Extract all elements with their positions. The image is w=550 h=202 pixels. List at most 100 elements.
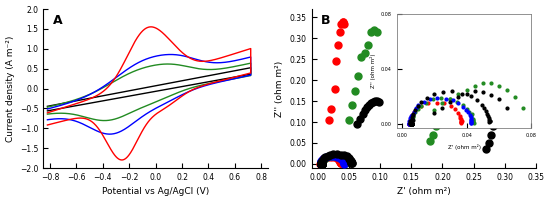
- Point: [372, 99, 381, 103]
- Point: [316, 162, 325, 165]
- Point: [337, 22, 346, 25]
- Point: [317, 162, 326, 165]
- Point: [339, 20, 348, 23]
- Point: [318, 159, 327, 162]
- Point: [318, 159, 327, 162]
- Point: [317, 162, 326, 165]
- Point: [317, 162, 326, 165]
- Point: [319, 158, 328, 161]
- Point: [317, 162, 326, 165]
- Text: B: B: [321, 14, 330, 27]
- Point: [487, 133, 496, 136]
- Point: [324, 155, 333, 158]
- Point: [316, 162, 325, 165]
- Point: [324, 118, 333, 122]
- Point: [317, 161, 326, 164]
- Point: [318, 160, 327, 163]
- Point: [318, 159, 327, 162]
- Point: [347, 161, 356, 164]
- Point: [342, 155, 351, 158]
- Point: [317, 162, 326, 165]
- Point: [317, 162, 326, 165]
- Point: [346, 158, 355, 161]
- Point: [333, 155, 342, 158]
- Point: [485, 141, 493, 145]
- Point: [329, 153, 338, 156]
- Point: [347, 162, 356, 165]
- Point: [317, 162, 326, 165]
- Point: [337, 156, 345, 160]
- Point: [317, 160, 326, 163]
- Point: [336, 161, 345, 164]
- Point: [357, 56, 366, 59]
- Point: [335, 156, 344, 159]
- Point: [375, 100, 383, 104]
- Point: [432, 125, 441, 128]
- Point: [317, 162, 326, 165]
- Point: [340, 161, 349, 164]
- Point: [370, 28, 378, 32]
- Point: [317, 162, 326, 165]
- Point: [316, 162, 325, 165]
- Point: [317, 161, 326, 164]
- Point: [326, 155, 334, 158]
- Point: [316, 161, 325, 165]
- Point: [358, 113, 367, 116]
- Point: [316, 162, 325, 165]
- Point: [317, 159, 326, 163]
- Point: [323, 156, 332, 159]
- Point: [317, 162, 326, 165]
- Point: [317, 162, 326, 165]
- Point: [317, 162, 326, 165]
- Point: [334, 43, 343, 46]
- Point: [320, 158, 328, 161]
- Point: [317, 161, 326, 164]
- Point: [354, 74, 362, 78]
- Point: [361, 109, 370, 112]
- Point: [441, 99, 450, 103]
- Point: [317, 161, 326, 165]
- Point: [317, 161, 326, 165]
- Point: [317, 162, 326, 165]
- Point: [339, 159, 348, 162]
- Point: [323, 156, 332, 159]
- Point: [317, 162, 326, 165]
- Point: [317, 162, 326, 165]
- Point: [340, 160, 349, 163]
- Point: [347, 161, 356, 164]
- Point: [317, 162, 326, 165]
- Point: [360, 51, 369, 55]
- Point: [321, 157, 329, 160]
- Point: [491, 116, 499, 119]
- Point: [317, 162, 326, 165]
- Point: [316, 162, 325, 165]
- Point: [317, 162, 326, 165]
- Point: [317, 160, 326, 164]
- Point: [317, 162, 326, 165]
- Point: [340, 161, 349, 164]
- Point: [316, 162, 325, 165]
- Point: [317, 162, 326, 165]
- Point: [317, 162, 326, 165]
- Point: [317, 162, 326, 165]
- Point: [318, 161, 327, 164]
- Point: [317, 160, 326, 163]
- X-axis label: Z' (ohm m²): Z' (ohm m²): [397, 187, 450, 196]
- Point: [317, 162, 326, 165]
- Point: [317, 162, 326, 165]
- Point: [316, 162, 325, 165]
- Point: [339, 22, 348, 25]
- Point: [435, 116, 444, 119]
- Point: [317, 162, 326, 165]
- Point: [340, 161, 349, 164]
- Point: [498, 83, 507, 86]
- Point: [337, 161, 345, 165]
- Point: [317, 162, 326, 165]
- Point: [317, 162, 326, 165]
- Point: [317, 162, 326, 165]
- Point: [322, 156, 331, 159]
- Point: [317, 162, 326, 165]
- Point: [492, 108, 501, 111]
- Point: [316, 162, 325, 165]
- Point: [345, 157, 354, 161]
